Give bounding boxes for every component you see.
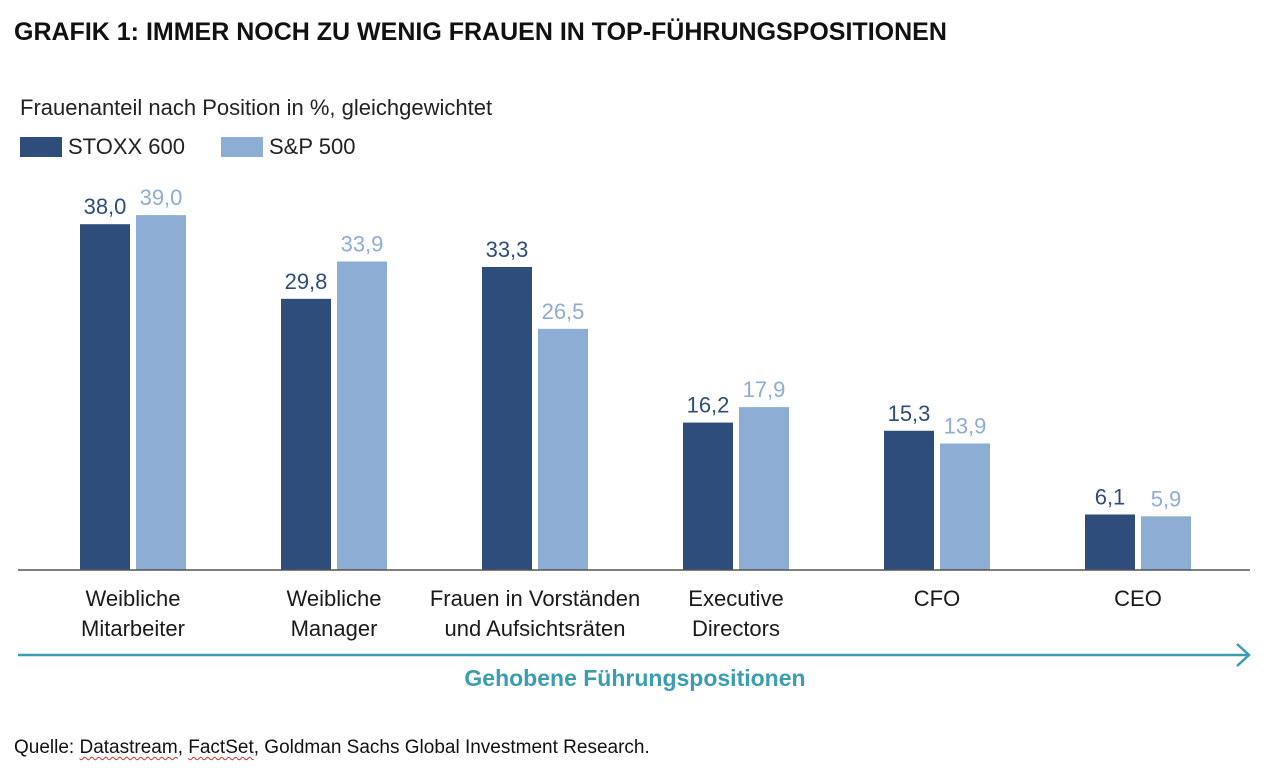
category-label-3-line-1: Directors (692, 616, 780, 641)
bar-sp500-0 (136, 215, 186, 570)
bar-sp500-3 (739, 407, 789, 570)
value-label-stoxx600-2: 33,3 (486, 237, 529, 262)
value-label-sp500-4: 13,9 (944, 414, 987, 439)
value-label-stoxx600-4: 15,3 (888, 401, 931, 426)
chart-title: GRAFIK 1: IMMER NOCH ZU WENIG FRAUEN IN … (14, 18, 947, 46)
category-label-2-line-0: Frauen in Vorständen (430, 586, 640, 611)
category-label-0-line-1: Mitarbeiter (81, 616, 185, 641)
value-labels-group: 38,0 39,0 29,8 33,9 33,3 26,5 16,2 17,9 15,3 13,9… (84, 185, 1182, 511)
source-rest: , Goldman Sachs Global Investment Resear… (253, 737, 650, 758)
bar-stoxx600-3 (683, 422, 733, 570)
value-label-stoxx600-1: 29,8 (285, 269, 328, 294)
category-label-1-line-0: Weibliche (287, 586, 382, 611)
bar-stoxx600-5 (1085, 514, 1135, 570)
bar-stoxx600-0 (80, 224, 130, 570)
category-labels-group: Weibliche Mitarbeiter Weibliche Manager Frau… (81, 586, 1162, 641)
bar-stoxx600-4 (884, 430, 934, 570)
bars-group (80, 215, 1191, 570)
bar-sp500-5 (1141, 516, 1191, 570)
bar-sp500-4 (940, 443, 990, 570)
category-label-4-line-0: CFO (914, 586, 960, 611)
arrow-label: Gehobene Führungspositionen (464, 665, 805, 691)
value-label-sp500-1: 33,9 (341, 232, 384, 257)
value-label-stoxx600-0: 38,0 (84, 194, 127, 219)
category-label-1-line-1: Manager (291, 616, 378, 641)
category-label-0-line-0: Weibliche (86, 586, 181, 611)
source-factset: FactSet (188, 737, 254, 758)
source-prefix: Quelle: (14, 737, 80, 758)
value-label-sp500-2: 26,5 (542, 299, 585, 324)
source-note: Quelle: Datastream, FactSet, Goldman Sac… (14, 737, 650, 759)
legend-swatch-stoxx600 (20, 137, 62, 157)
legend-item-stoxx600: STOXX 600 (20, 134, 185, 160)
bar-sp500-1 (337, 261, 387, 570)
chart-subtitle: Frauenanteil nach Position in %, gleichg… (20, 95, 493, 120)
bar-stoxx600-2 (482, 266, 532, 570)
category-label-5-line-0: CEO (1114, 586, 1162, 611)
source-datastream: Datastream (79, 737, 178, 758)
legend-item-sp500: S&P 500 (221, 134, 355, 160)
bar-stoxx600-1 (281, 298, 331, 570)
progression-arrow (18, 643, 1251, 667)
legend-label-sp500: S&P 500 (269, 134, 356, 159)
category-label-2-line-1: und Aufsichtsräten (444, 616, 625, 641)
legend-swatch-sp500 (221, 137, 263, 157)
value-label-sp500-3: 17,9 (743, 377, 786, 402)
bar-sp500-2 (538, 328, 588, 570)
value-label-sp500-5: 5,9 (1151, 486, 1182, 511)
legend-label-stoxx600: STOXX 600 (68, 134, 185, 159)
value-label-sp500-0: 39,0 (140, 185, 183, 210)
value-label-stoxx600-3: 16,2 (687, 393, 730, 418)
category-label-3-line-0: Executive (688, 586, 783, 611)
source-sep: , (177, 737, 189, 758)
value-label-stoxx600-5: 6,1 (1095, 484, 1126, 509)
arrow-head (1236, 643, 1251, 667)
legend: STOXX 600 S&P 500 (20, 134, 391, 160)
